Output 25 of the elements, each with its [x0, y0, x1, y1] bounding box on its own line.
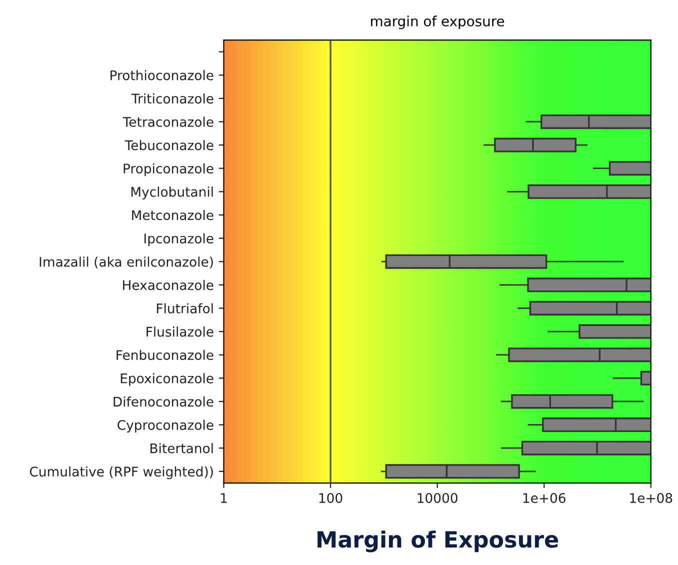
y-tick-label: Flutriafol — [156, 303, 213, 314]
y-tick-label: Flusilazole — [146, 326, 214, 337]
y-tick-label: Cumulative (RPF weighted)) — [30, 466, 213, 480]
x-tick-label: 1 — [220, 493, 227, 503]
y-tick-label: Prothioconazole — [110, 70, 214, 80]
chart-title: margin of exposure — [371, 16, 504, 30]
y-tick-label: Ipconazole — [144, 233, 214, 246]
x-tick-label: 100 — [319, 493, 342, 504]
y-tick-label: Metconazole — [132, 210, 214, 220]
y-tick-label: Difenoconazole — [114, 396, 214, 407]
x-tick-label: 10000 — [418, 493, 458, 504]
y-tick-label: Cyproconazole — [118, 420, 214, 433]
y-tick-label: Bitertanol — [150, 443, 213, 454]
y-tick-label: Fenbuconazole — [116, 350, 214, 360]
y-tick-label: Tebuconazole — [124, 140, 214, 150]
x-tick-label: 1e+08 — [630, 493, 672, 504]
y-tick-label: Epoxiconazole — [120, 373, 214, 386]
x-tick-label: 1e+06 — [523, 493, 566, 504]
y-tick-label: Propiconazole — [124, 163, 214, 176]
y-tick-label: Imazalil (aka enilconazole) — [40, 256, 213, 268]
y-tick-label: Hexaconazole — [123, 280, 214, 290]
y-tick-label: Myclobutanil — [131, 186, 213, 200]
y-tick-label: Triticonazole — [131, 93, 214, 104]
y-tick-label: Tetraconazole — [122, 116, 214, 127]
x-axis-title: Margin of Exposure — [318, 530, 558, 552]
